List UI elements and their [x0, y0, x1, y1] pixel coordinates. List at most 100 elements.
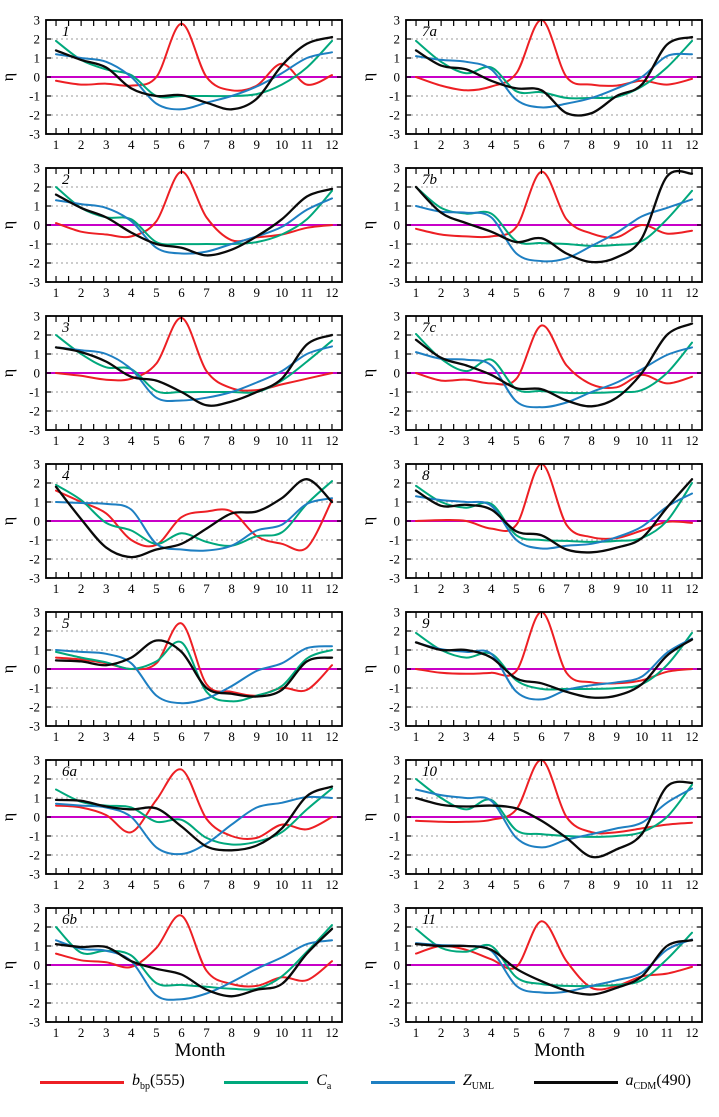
x-tick-label: 2: [438, 1025, 445, 1040]
x-tick-label: 2: [438, 285, 445, 300]
y-axis-label: η: [0, 369, 17, 377]
series-bbp-line: [415, 920, 693, 991]
x-tick-label: 1: [53, 285, 60, 300]
x-tick-label: 12: [685, 137, 698, 152]
series-acdm-line: [414, 322, 694, 408]
y-tick-label: 3: [394, 457, 401, 472]
y-axis-label: η: [0, 517, 17, 525]
x-tick-label: 10: [275, 433, 288, 448]
x-tick-label: 10: [275, 581, 288, 596]
series-ca-line: [55, 640, 333, 703]
y-tick-label: -3: [389, 127, 400, 142]
x-tick-label: 10: [275, 877, 288, 892]
series-acdm-line: [54, 478, 334, 559]
panel-4: 3 2 1 0 -1 -2 -3 1 2 3 4 5 6 7 8 9 10 11 12 η 4: [0, 454, 360, 602]
y-tick-label: -2: [29, 404, 40, 419]
legend-line-acdm: [533, 1080, 618, 1084]
y-tick-label: 0: [394, 218, 401, 233]
x-tick-label: 8: [588, 877, 595, 892]
x-tick-label: 4: [488, 137, 495, 152]
y-tick-label: 3: [394, 605, 401, 620]
legend-label-zuml: ZUML: [462, 1072, 494, 1093]
x-tick-label: 9: [253, 285, 260, 300]
series-acdm-line: [414, 780, 694, 859]
y-axis-label: η: [360, 369, 377, 377]
y-tick-label: 3: [34, 13, 41, 28]
x-tick-label: 11: [301, 433, 314, 448]
x-tick-label: 9: [613, 137, 620, 152]
legend-label-ca: Ca: [316, 1072, 332, 1093]
x-tick-label: 3: [463, 1025, 470, 1040]
x-tick-label: 8: [228, 1025, 235, 1040]
y-tick-label: 0: [394, 70, 401, 85]
legend-item-zuml: ZUML: [370, 1072, 494, 1093]
series-acdm-line: [414, 939, 694, 996]
x-tick-label: 2: [438, 137, 445, 152]
x-axis-title-right: Month: [534, 1040, 585, 1061]
x-tick-label: 7: [563, 729, 570, 744]
x-tick-label: 4: [128, 1025, 135, 1040]
y-tick-label: 3: [34, 753, 41, 768]
x-tick-label: 2: [78, 581, 85, 596]
x-tick-label: 1: [53, 877, 60, 892]
y-axis-label: η: [0, 221, 17, 229]
panels-grid: 3 2 1 0 -1 -2 -3 1 2 3 4 5 6 7 8 9 10 11 12 η 1 3 2 1 0 -1 -2 -3 1 2 3…: [0, 10, 719, 1046]
x-tick-label: 12: [325, 285, 338, 300]
series-acdm-line: [54, 187, 334, 257]
x-tick-label: 7: [203, 285, 210, 300]
y-tick-label: 2: [394, 476, 401, 491]
series-bbp-line: [55, 622, 333, 697]
x-tick-label: 4: [128, 581, 135, 596]
x-tick-label: 10: [275, 729, 288, 744]
x-tick-label: 6: [178, 1025, 185, 1040]
x-tick-label: 3: [103, 285, 110, 300]
x-tick-label: 6: [178, 137, 185, 152]
x-tick-label: 4: [128, 433, 135, 448]
x-tick-label: 1: [413, 877, 420, 892]
y-tick-label: -3: [29, 571, 40, 586]
x-tick-label: 8: [228, 877, 235, 892]
y-axis-label: η: [0, 665, 17, 673]
y-tick-label: -3: [29, 127, 40, 142]
x-tick-label: 11: [661, 433, 674, 448]
y-tick-label: 3: [34, 309, 41, 324]
y-tick-label: -2: [389, 404, 400, 419]
y-tick-label: 2: [34, 476, 41, 491]
y-axis-label: η: [0, 73, 17, 81]
x-tick-label: 6: [178, 285, 185, 300]
y-tick-label: -2: [389, 256, 400, 271]
panel-label: 2: [62, 172, 70, 188]
x-tick-label: 5: [513, 137, 520, 152]
x-tick-label: 2: [438, 729, 445, 744]
panel-10: 3 2 1 0 -1 -2 -3 1 2 3 4 5 6 7 8 9 10 11 12 η 10: [360, 750, 719, 898]
x-tick-label: 4: [128, 729, 135, 744]
panel-6a: 3 2 1 0 -1 -2 -3 1 2 3 4 5 6 7 8 9 10 11 12 η 6a: [0, 750, 360, 898]
panel-11: 3 2 1 0 -1 -2 -3 1 2 3 4 5 6 7 8 9 10 11 12 η 11: [360, 898, 719, 1046]
y-tick-label: 0: [34, 366, 41, 381]
x-tick-label: 9: [613, 285, 620, 300]
series-zuml-line: [415, 492, 693, 550]
x-tick-label: 4: [128, 137, 135, 152]
x-tick-label: 7: [563, 433, 570, 448]
series-bbp-line: [55, 914, 333, 988]
panel-2: 3 2 1 0 -1 -2 -3 1 2 3 4 5 6 7 8 9 10 11 12 η 2: [0, 158, 360, 306]
x-tick-label: 11: [301, 729, 314, 744]
y-tick-label: 2: [34, 624, 41, 639]
x-tick-label: 1: [53, 729, 60, 744]
x-tick-label: 12: [325, 877, 338, 892]
y-tick-label: -3: [389, 1015, 400, 1030]
series-zuml-line: [55, 497, 333, 552]
y-tick-label: 1: [394, 51, 401, 66]
x-axis-title-left: Month: [174, 1040, 226, 1061]
series-ca-line: [55, 334, 333, 395]
y-tick-label: -3: [389, 571, 400, 586]
x-tick-label: 2: [78, 433, 85, 448]
y-tick-label: -2: [29, 108, 40, 123]
panel-label: 4: [62, 468, 70, 484]
